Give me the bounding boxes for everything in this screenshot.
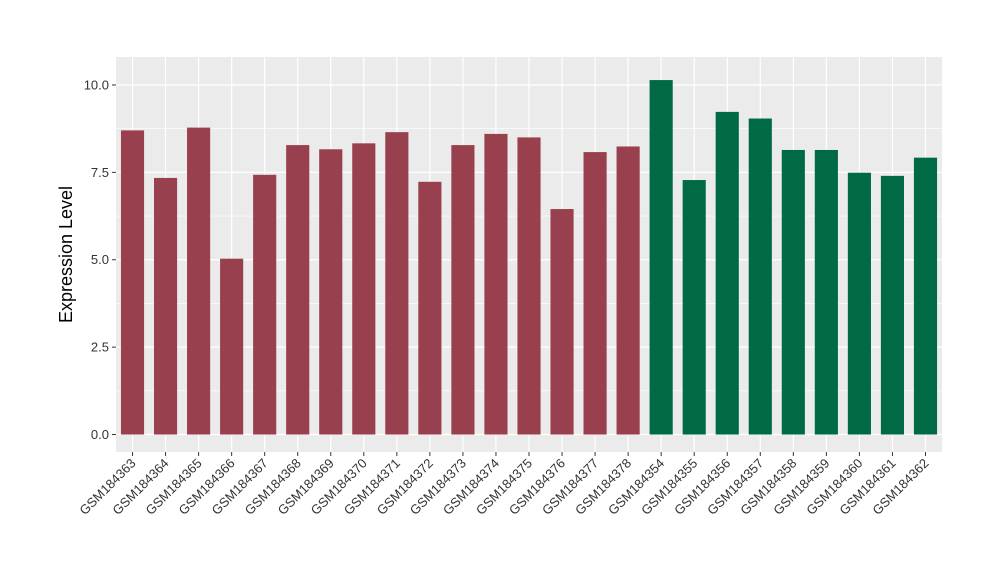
- y-tick-label: 5.0: [91, 252, 109, 267]
- y-axis: 0.0 2.5 5.0 7.5 10.0: [84, 77, 116, 442]
- y-axis-title: Expression Level: [56, 186, 76, 323]
- x-axis: GSM184363GSM184364GSM184365GSM184366GSM1…: [76, 452, 932, 518]
- bar-gsm184370: [352, 143, 376, 435]
- bar-gsm184354: [649, 80, 673, 435]
- bar-gsm184375: [517, 137, 541, 435]
- bar-gsm184378: [616, 146, 640, 435]
- y-tick-label: 2.5: [91, 340, 109, 355]
- bars-group: [120, 80, 938, 435]
- bar-gsm184377: [583, 152, 607, 435]
- bar-gsm184364: [153, 177, 178, 435]
- bar-gsm184373: [451, 145, 475, 435]
- bar-gsm184361: [880, 175, 905, 435]
- bar-gsm184376: [550, 209, 574, 435]
- bar-gsm184366: [220, 258, 244, 435]
- bar-gsm184362: [913, 157, 938, 435]
- bar-gsm184368: [286, 145, 310, 435]
- bar-gsm184356: [715, 111, 739, 435]
- y-tick-label: 7.5: [91, 165, 109, 180]
- bar-gsm184359: [814, 149, 838, 435]
- bar-gsm184374: [484, 133, 508, 435]
- bar-gsm184369: [319, 149, 343, 435]
- bar-gsm184371: [385, 132, 409, 435]
- y-tick-label: 0.0: [91, 427, 109, 442]
- bar-gsm184358: [781, 149, 805, 435]
- bar-gsm184355: [682, 180, 706, 435]
- bar-gsm184360: [847, 172, 871, 435]
- bar-gsm184367: [253, 174, 277, 435]
- bar-gsm184363: [120, 130, 145, 435]
- bar-gsm184357: [748, 118, 772, 435]
- y-tick-label: 10.0: [84, 77, 109, 92]
- bar-gsm184365: [187, 127, 211, 435]
- bar-gsm184372: [418, 181, 442, 435]
